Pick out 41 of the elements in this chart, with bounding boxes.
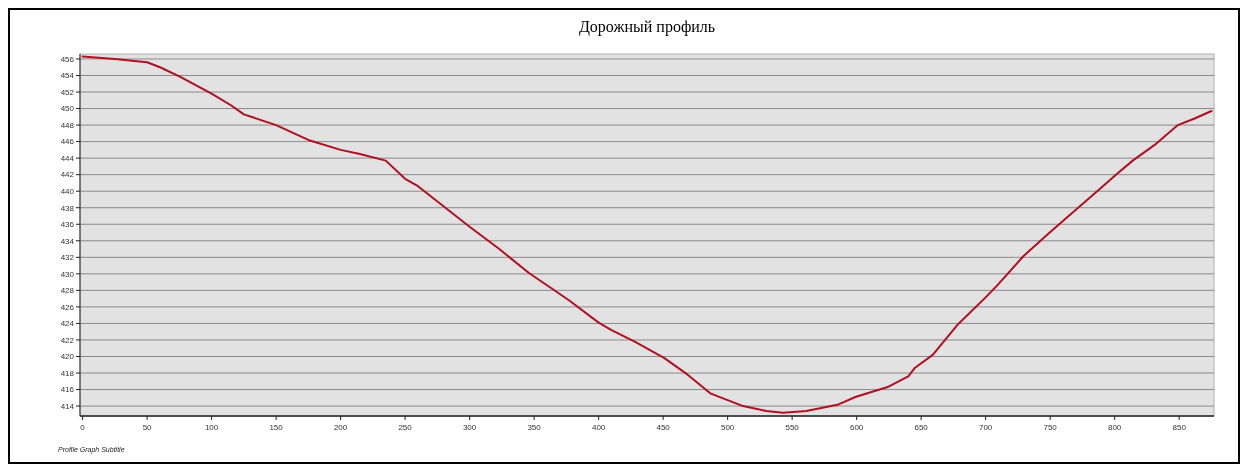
x-tick-label: 300 (462, 423, 477, 432)
y-tick-label: 420 (60, 352, 75, 362)
x-tick-label: 250 (398, 423, 413, 432)
y-tick-label: 440 (60, 187, 75, 196)
y-tick-label: 434 (60, 236, 75, 246)
x-tick-label: 100 (204, 423, 219, 432)
x-tick-label: 650 (914, 423, 929, 432)
y-tick-label: 436 (60, 220, 75, 230)
x-tick-label: 600 (849, 423, 864, 432)
y-tick-label: 424 (60, 319, 75, 329)
y-tick-label: 444 (60, 153, 75, 163)
y-tick-label: 428 (60, 286, 75, 296)
x-tick-label: 150 (269, 423, 284, 432)
y-tick-label: 418 (60, 368, 75, 378)
y-tick-label: 450 (60, 104, 75, 114)
x-tick-label: 700 (978, 423, 993, 432)
x-tick-label: 850 (1172, 423, 1187, 432)
y-tick-label: 432 (60, 253, 75, 263)
y-tick-label: 454 (60, 71, 75, 81)
x-tick-label: 550 (785, 423, 800, 432)
y-tick-label: 442 (60, 170, 75, 180)
y-tick-label: 448 (60, 120, 75, 130)
x-tick-label: 50 (142, 423, 153, 432)
x-tick-label: 450 (656, 423, 671, 432)
x-tick-label: 500 (720, 423, 735, 432)
x-tick-label: 0 (80, 423, 86, 432)
y-tick-label: 438 (60, 203, 75, 213)
x-tick-label: 200 (333, 423, 348, 432)
y-tick-label: 414 (60, 401, 75, 411)
y-tick-label: 446 (60, 137, 75, 147)
x-tick-label: 400 (591, 423, 606, 432)
y-tick-label: 416 (60, 385, 75, 395)
y-tick-label: 452 (60, 87, 75, 97)
y-tick-label: 456 (60, 54, 75, 64)
y-tick-label: 430 (60, 269, 75, 279)
chart-title: Дорожный профиль (578, 18, 716, 36)
x-tick-label: 350 (527, 423, 542, 432)
y-tick-label: 426 (60, 302, 75, 312)
x-tick-label: 750 (1043, 423, 1058, 432)
x-tick-label: 800 (1107, 423, 1122, 432)
y-tick-label: 422 (60, 335, 75, 345)
